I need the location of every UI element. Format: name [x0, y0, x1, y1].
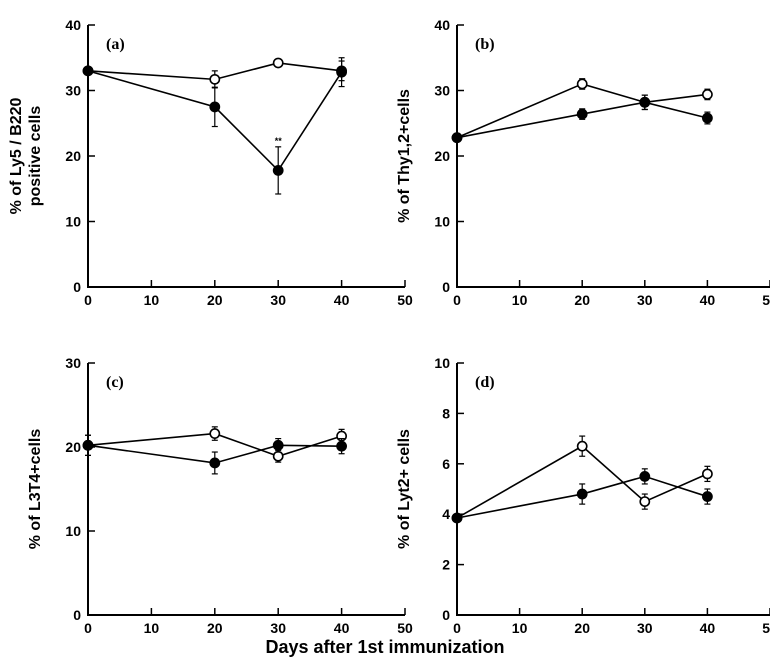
- x-tick-label: 30: [270, 620, 286, 636]
- series-filled-point: [576, 108, 588, 120]
- y-tick-label: 4: [442, 506, 450, 522]
- series-filled-line: [87, 70, 343, 172]
- chart-panel-b: 0 10 20 30 40 0 10 20 30 40 50 % of Thy1,2+cells (b): [396, 17, 770, 308]
- x-tick-label: 0: [453, 620, 461, 636]
- y-tick-label: 40: [65, 17, 81, 33]
- y-tick-label: 30: [65, 83, 81, 99]
- x-tick-label: 10: [144, 620, 160, 636]
- series-filled-point: [82, 65, 94, 77]
- series-open-point: [272, 57, 284, 69]
- chart-panel-a: 0 10 20 30 40 0 10 20 30 40 50 % of Ly5 / B220 posit…: [8, 17, 413, 308]
- chart-panel-d: 0 2 4 6 8 10 0 10 20 30 40 50 % of Lyt2+ cells (d): [396, 355, 770, 636]
- x-tick-label: 50: [762, 620, 770, 636]
- x-tick-label: 40: [334, 620, 350, 636]
- x-tick-label: 20: [207, 620, 223, 636]
- y-tick-label: 2: [442, 557, 450, 573]
- x-tick-label: 40: [700, 620, 716, 636]
- y-tick-label: 20: [434, 148, 450, 164]
- series-filled-point: [272, 165, 284, 176]
- series-filled-point: [451, 132, 463, 144]
- x-tick-label: 0: [453, 292, 461, 308]
- x-tick-label: 20: [574, 620, 590, 636]
- panel-label: (c): [106, 374, 124, 391]
- axes: [456, 363, 770, 616]
- y-tick-label: 30: [65, 355, 81, 371]
- axes: [87, 25, 405, 288]
- y-axis-label: positive cells: [27, 106, 44, 207]
- y-tick-label: 0: [73, 607, 81, 623]
- y-tick-label: 30: [434, 83, 450, 99]
- x-tick-label: 0: [84, 292, 92, 308]
- series-filled-line: [456, 475, 708, 519]
- series-filled-point: [639, 470, 651, 482]
- significance-annotation: **: [275, 136, 283, 146]
- series-open-point: [576, 440, 588, 452]
- y-tick-label: 6: [442, 456, 450, 472]
- series-filled-point: [702, 112, 713, 124]
- x-tick-label: 10: [512, 620, 528, 636]
- series-open-point: [209, 73, 221, 85]
- x-tick-label: 20: [574, 292, 590, 308]
- series-open-point: [209, 428, 221, 439]
- series-open-point: [272, 450, 284, 462]
- axes: [456, 25, 770, 288]
- y-tick-label: 8: [442, 405, 450, 421]
- series-filled-line: [456, 101, 708, 139]
- series-open-line: [87, 62, 342, 81]
- series-filled-point: [336, 440, 347, 452]
- series-filled-point: [451, 512, 463, 524]
- y-tick-label: 0: [442, 607, 450, 623]
- y-tick-label: 0: [73, 279, 81, 295]
- series-open-point: [702, 468, 713, 480]
- x-tick-label: 10: [512, 292, 528, 308]
- series-filled-line: [87, 444, 342, 464]
- series-open-point: [576, 78, 588, 90]
- x-tick-label: 30: [637, 620, 653, 636]
- y-tick-label: 20: [65, 148, 81, 164]
- y-tick-label: 10: [65, 214, 81, 230]
- y-axis-label: % of Lyt2+ cells: [396, 429, 413, 549]
- series-filled-point: [336, 66, 347, 78]
- x-tick-label: 30: [270, 292, 286, 308]
- y-axis-label: % of L3T4+cells: [27, 429, 44, 550]
- y-tick-label: 20: [65, 439, 81, 455]
- y-tick-label: 10: [434, 214, 450, 230]
- y-axis-label: % of Ly5 / B220: [8, 98, 25, 215]
- series-filled-point: [82, 439, 94, 451]
- x-tick-label: 50: [397, 620, 413, 636]
- y-tick-label: 0: [442, 279, 450, 295]
- x-axis-label: Days after 1st immunization: [265, 637, 504, 657]
- series-open-line: [456, 83, 708, 139]
- x-tick-label: 30: [637, 292, 653, 308]
- x-tick-label: 10: [144, 292, 160, 308]
- y-tick-label: 10: [65, 523, 81, 539]
- x-tick-label: 20: [207, 292, 223, 308]
- y-tick-label: 10: [434, 355, 450, 371]
- series-open-point: [639, 496, 651, 507]
- x-tick-label: 0: [84, 620, 92, 636]
- series-filled-point: [702, 491, 713, 502]
- chart-panel-c: 0 10 20 30 0 10 20 30 40 50 % of L3T4+cells (c): [27, 355, 413, 636]
- series-filled-point: [576, 488, 588, 500]
- panel-label: (d): [475, 374, 495, 391]
- x-tick-label: 50: [762, 292, 770, 308]
- y-tick-label: 40: [434, 17, 450, 33]
- series-filled-point: [209, 101, 221, 113]
- series-open-line: [456, 445, 708, 519]
- panel-label: (b): [475, 36, 495, 53]
- series-filled-point: [272, 439, 284, 451]
- x-tick-label: 50: [397, 292, 413, 308]
- x-tick-label: 40: [334, 292, 350, 308]
- panel-label: (a): [106, 36, 125, 53]
- series-filled-point: [639, 96, 651, 108]
- axes: [87, 363, 405, 616]
- y-axis-label: % of Thy1,2+cells: [396, 89, 413, 223]
- x-tick-label: 40: [700, 292, 716, 308]
- series-open-point: [702, 89, 713, 100]
- series-filled-point: [209, 457, 221, 469]
